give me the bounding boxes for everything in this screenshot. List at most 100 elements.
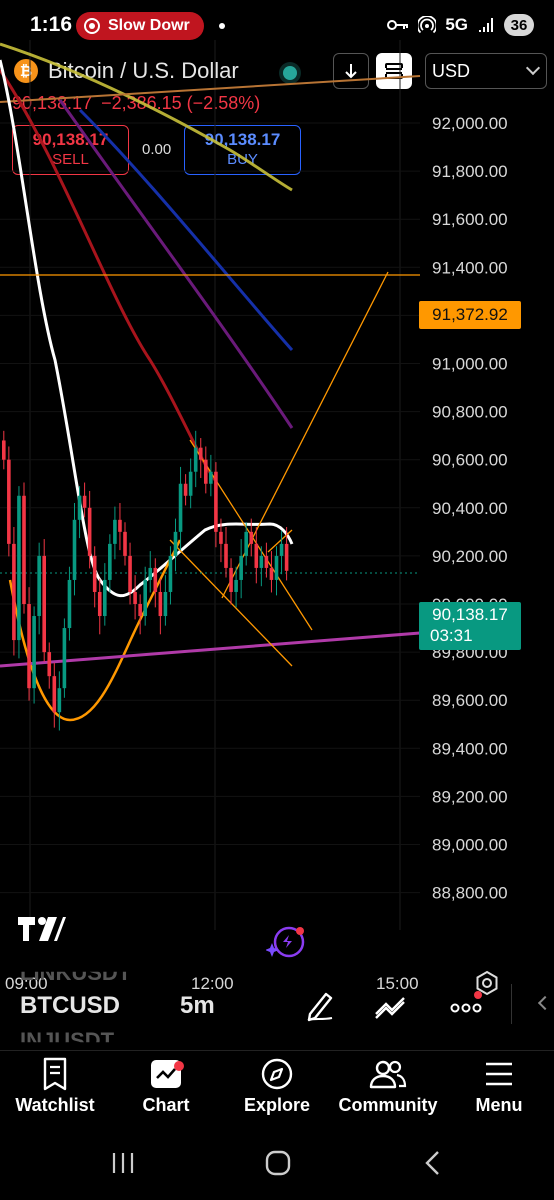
nav-community[interactable]: Community [333,1057,443,1116]
notification-dot-icon [219,23,225,29]
candle-body [103,579,107,617]
nav-menu-label: Menu [475,1095,523,1115]
key-icon [387,20,409,30]
candle-body [224,543,228,568]
nav-explore[interactable]: Explore [222,1057,332,1116]
status-bar: 1:16 Slow Dowr 5G 36 [0,0,554,48]
candle-body [32,616,36,689]
candle-body [148,567,153,580]
candle-countdown: 03:31 [430,626,473,645]
candle-body [219,531,223,544]
chart-settings-gear-icon[interactable] [474,970,500,996]
candle-body [17,495,21,641]
nav-chart[interactable]: Chart [111,1057,221,1116]
candle-body [37,555,41,617]
download-button[interactable] [333,53,369,89]
ma-red-line [0,69,217,481]
network-type: 5G [445,15,468,34]
symbol-title[interactable]: Bitcoin / U.S. Dollar [48,58,239,83]
price-axis-tick: 89,200.00 [432,787,508,806]
back-icon[interactable] [422,1149,444,1177]
time-tick: 15:00 [376,974,419,993]
currency-select[interactable]: USD [425,53,547,89]
candle-body [173,531,178,556]
buy-price: 90,138.17 [204,130,281,149]
trend-drawings-icon[interactable] [372,988,408,1024]
toolbar-divider [511,984,512,1024]
watchlist-icon [43,1057,67,1091]
prev-symbol[interactable]: LINKUSDT [20,962,132,985]
ma-white-line [0,59,294,598]
next-symbol[interactable]: INJUSDT [20,1028,115,1050]
candle-body [47,652,52,677]
chevron-left-icon[interactable] [537,995,553,1011]
candle-body [133,591,137,604]
ma-orange-curve [8,539,182,722]
system-navigation [0,1132,554,1200]
bitcoin-logo-icon: ₿ [14,59,38,83]
chart-tab-icon [151,1060,181,1088]
candle-body [264,555,269,568]
pencil-draw-icon[interactable] [302,988,338,1024]
sell-button[interactable]: 90,138.17 SELL [12,125,129,175]
nav-watchlist[interactable]: Watchlist [0,1057,110,1116]
nav-watchlist-label: Watchlist [15,1095,95,1115]
candle-body [249,531,254,544]
candle-body [158,591,163,617]
ma-purple-line [58,99,294,429]
price-axis-tick: 91,000.00 [432,355,508,374]
candle-body [214,471,218,532]
arrow-down-icon [345,64,357,79]
price-axis-tick: 89,600.00 [432,691,508,710]
horizontal-level-tag[interactable]: 91,372.92 [419,301,521,329]
recording-label: Slow Dowr [108,17,190,34]
candle-body [82,495,87,508]
bottom-navigation: Watchlist Chart Explore Community Menu [0,1050,554,1132]
price-axis-tick: 89,000.00 [432,836,508,855]
menu-icon [486,1062,512,1086]
price-axis-tick: 91,400.00 [432,258,508,277]
fullscreen-button[interactable] [376,53,412,89]
candle-body [62,628,67,689]
candle-body [123,531,127,556]
recent-apps-icon[interactable] [110,1150,136,1176]
candle-body [42,555,46,653]
more-options-icon[interactable] [449,988,485,1024]
candle-body [163,591,168,617]
candle-body [279,543,284,556]
price-axis-tick: 88,800.00 [432,884,508,903]
candle-body [118,519,122,532]
status-time: 1:16 [30,13,73,36]
chart-canvas[interactable]: 92,000.0091,800.0091,600.0091,400.0091,2… [0,40,554,970]
community-icon [369,1060,407,1089]
price-chart[interactable]: 92,000.0091,800.0091,600.0091,400.0091,2… [0,40,554,996]
symbol-selector[interactable]: BTCUSD [20,992,120,1019]
market-open-icon [279,62,301,84]
time-tick: 09:00 [5,974,48,993]
candle-body [92,555,97,592]
candle-body [97,591,102,617]
candle-body [22,495,26,604]
compass-icon [261,1058,293,1090]
nav-menu[interactable]: Menu [444,1057,554,1116]
candle-body [168,555,173,592]
candle-body [12,543,16,641]
candle-body [153,567,158,592]
ai-assistant-icon[interactable] [266,925,308,961]
candle-body [244,531,248,556]
home-icon[interactable] [264,1149,292,1177]
nav-community-label: Community [338,1095,438,1115]
spread-value: 0.00 [142,141,172,158]
current-price-tag: 90,138.17 03:31 [419,602,521,650]
tradingview-logo-icon [18,917,66,941]
candle-body [229,567,233,592]
chart-header: ₿ Bitcoin / U.S. Dollar USD [0,52,554,92]
candle-body [27,604,31,689]
candle-body [234,579,238,592]
chart-notification-badge [174,1061,184,1071]
recording-indicator[interactable]: Slow Dowr [76,12,204,40]
interval-selector[interactable]: 5m [180,992,215,1019]
price-axis-tick: 92,000.00 [432,114,508,133]
candle-body [188,471,193,496]
candle-body [274,555,279,580]
